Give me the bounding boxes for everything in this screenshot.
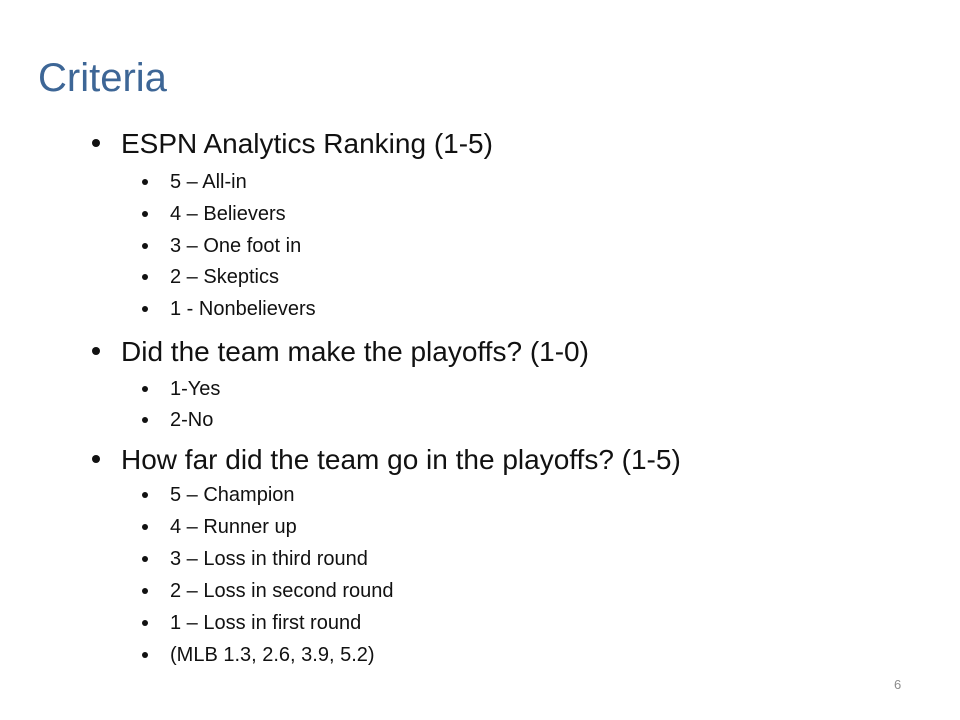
list-item-text: 2 – Skeptics	[170, 266, 279, 288]
bullet-icon	[92, 455, 100, 463]
section-heading: ESPN Analytics Ranking (1-5)	[92, 127, 493, 161]
list-item-text: 3 – Loss in third round	[170, 548, 368, 570]
bullet-icon	[142, 652, 148, 658]
list-item-text: 5 – Champion	[170, 484, 295, 506]
list-item: 2 – Skeptics	[142, 264, 279, 290]
list-item-text: 1 – Loss in first round	[170, 612, 362, 634]
list-item: 4 – Runner up	[142, 514, 297, 540]
list-item: 2-No	[142, 407, 214, 433]
bullet-icon	[142, 524, 148, 530]
list-item-text: 4 – Runner up	[170, 516, 297, 538]
section-heading-text: Did the team make the playoffs? (1-0)	[121, 336, 589, 367]
list-item: (MLB 1.3, 2.6, 3.9, 5.2)	[142, 642, 375, 668]
bullet-icon	[92, 139, 100, 147]
bullet-icon	[142, 556, 148, 562]
list-item-text: (MLB 1.3, 2.6, 3.9, 5.2)	[170, 644, 375, 666]
bullet-icon	[142, 306, 148, 312]
bullet-icon	[142, 211, 148, 217]
bullet-icon	[142, 620, 148, 626]
list-item: 3 – Loss in third round	[142, 546, 368, 572]
list-item: 4 – Believers	[142, 201, 286, 227]
list-item: 1 - Nonbelievers	[142, 296, 316, 322]
list-item: 5 – Champion	[142, 482, 295, 508]
list-item-text: 1 - Nonbelievers	[170, 298, 316, 320]
list-item-text: 5 – All-in	[170, 171, 247, 193]
bullet-icon	[142, 179, 148, 185]
bullet-icon	[92, 347, 100, 355]
list-item: 2 – Loss in second round	[142, 578, 394, 604]
list-item-text: 1-Yes	[170, 378, 221, 400]
bullet-icon	[142, 274, 148, 280]
list-item-text: 3 – One foot in	[170, 235, 302, 257]
list-item: 5 – All-in	[142, 169, 247, 195]
bullet-icon	[142, 417, 148, 423]
bullet-icon	[142, 588, 148, 594]
list-item-text: 2-No	[170, 409, 214, 431]
slide-title: Criteria	[38, 56, 167, 100]
section-heading: Did the team make the playoffs? (1-0)	[92, 335, 589, 369]
section-heading-text: ESPN Analytics Ranking (1-5)	[121, 128, 493, 159]
list-item: 1-Yes	[142, 376, 221, 402]
list-item-text: 2 – Loss in second round	[170, 580, 394, 602]
list-item: 1 – Loss in first round	[142, 610, 362, 636]
section-heading: How far did the team go in the playoffs?…	[92, 443, 681, 477]
bullet-icon	[142, 492, 148, 498]
page-number: 6	[894, 677, 902, 692]
list-item: 3 – One foot in	[142, 233, 302, 259]
list-item-text: 4 – Believers	[170, 203, 286, 225]
section-heading-text: How far did the team go in the playoffs?…	[121, 444, 681, 475]
bullet-icon	[142, 386, 148, 392]
bullet-icon	[142, 243, 148, 249]
